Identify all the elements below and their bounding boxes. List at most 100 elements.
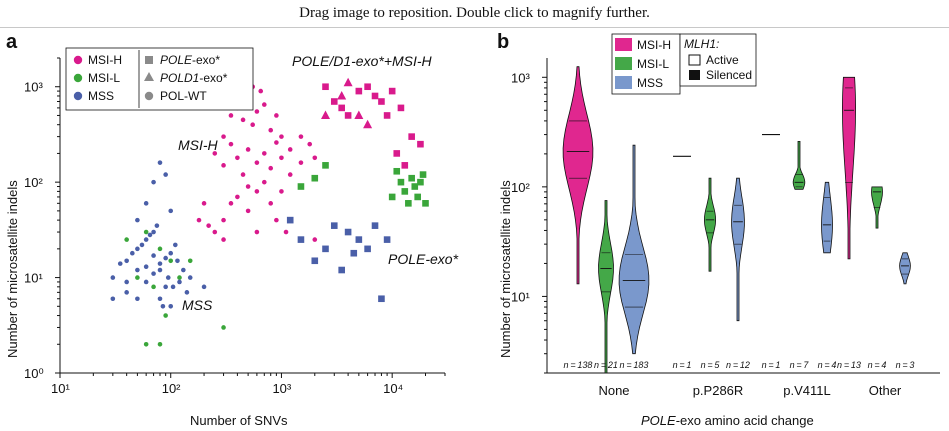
data-point: [160, 304, 166, 309]
data-point: [354, 110, 364, 119]
data-point: [344, 112, 352, 119]
data-point: [322, 83, 329, 91]
data-point: [287, 147, 293, 152]
y-tick-label-a: 10³: [24, 80, 43, 95]
annotation-poled1-msih: POLE/D1-exo*+MSI-H: [292, 53, 433, 69]
annotation-pole-exo: POLE-exo*: [388, 251, 459, 267]
violin-shape: [841, 76, 857, 260]
panel-a-y-label: Number of microsatellite indels: [5, 180, 20, 358]
n-count-label: n = 13: [837, 360, 861, 370]
data-point: [388, 87, 396, 95]
data-point: [279, 134, 284, 139]
legend-msil-dot: [73, 73, 83, 83]
data-point: [130, 250, 135, 256]
legend-a-mss: MSS: [88, 89, 114, 103]
data-point: [143, 237, 149, 242]
reposition-hint-banner: Drag image to reposition. Double click t…: [0, 0, 949, 28]
category-label: Other: [869, 383, 902, 398]
data-point: [408, 133, 415, 140]
data-point: [321, 110, 331, 119]
data-point: [397, 178, 405, 186]
annotation-msih: MSI-H: [178, 137, 219, 153]
violin-shape: [731, 177, 745, 322]
data-point: [135, 267, 140, 273]
y-tick-label-a: 10¹: [24, 271, 43, 286]
y-tick-label-b: 10³: [511, 70, 530, 85]
data-point: [110, 275, 116, 280]
data-point: [383, 236, 391, 243]
data-point: [206, 223, 211, 228]
data-point: [228, 141, 234, 147]
data-point: [170, 284, 176, 290]
data-point: [297, 183, 305, 190]
data-point: [124, 258, 129, 264]
data-point: [221, 325, 226, 330]
category-label: p.P286R: [693, 383, 744, 398]
data-point: [286, 216, 294, 224]
data-point: [124, 290, 129, 295]
data-point: [254, 160, 260, 165]
panel-b: b Number of microsatellite indels POLE-e…: [497, 31, 940, 428]
data-point: [350, 249, 358, 257]
panel-b-x-label: POLE-exo amino acid change: [641, 413, 814, 428]
data-point: [337, 90, 347, 100]
data-point: [235, 155, 240, 161]
legend-a-polwt: POL-WT: [160, 89, 207, 103]
data-point: [274, 217, 279, 223]
data-point: [168, 250, 174, 256]
category-label: p.V411L: [783, 383, 830, 398]
data-point: [147, 232, 153, 238]
data-point: [422, 200, 429, 207]
data-point: [338, 266, 345, 274]
legend-b-mlh1-title: MLH1:: [684, 37, 719, 51]
legend-b-msih: MSI-H: [637, 38, 671, 52]
data-point: [157, 296, 163, 302]
data-point: [177, 275, 182, 280]
data-point: [240, 117, 246, 123]
legend-a-msih: MSI-H: [88, 53, 122, 67]
n-count-label: n = 5: [701, 360, 721, 370]
data-point: [154, 223, 160, 228]
data-point: [414, 193, 421, 201]
n-count-label: n = 4: [818, 360, 837, 370]
legend-b-msil-swatch: [615, 57, 632, 70]
violin-shape: [899, 252, 911, 285]
n-count-label: n = 3: [896, 360, 915, 370]
data-point: [338, 104, 345, 112]
panel-a-label: a: [6, 31, 18, 53]
data-point: [405, 200, 412, 207]
legend-b-msil: MSI-L: [637, 57, 669, 71]
data-point: [221, 163, 226, 168]
data-point: [168, 258, 174, 264]
x-tick-label-a: 10²: [162, 381, 181, 396]
data-point: [393, 167, 401, 175]
data-point: [151, 284, 156, 290]
n-count-label: n = 183: [620, 360, 649, 370]
data-point: [283, 229, 289, 235]
data-point: [245, 147, 251, 152]
n-count-label: n = 1: [762, 360, 781, 370]
data-point: [378, 295, 385, 303]
legend-b-active: Active: [706, 53, 739, 67]
data-point: [388, 193, 396, 201]
data-point: [279, 189, 284, 194]
data-point: [261, 151, 267, 156]
figure-canvas[interactable]: a Number of SNVs Number of microsatellit…: [0, 28, 949, 431]
data-point: [322, 245, 329, 253]
data-point: [417, 178, 424, 186]
data-point: [143, 229, 149, 235]
panel-a-legend: MSI-H MSI-L MSS POLE-exo* POLD1-exo* POL…: [65, 47, 254, 111]
data-point: [344, 228, 352, 236]
data-point: [330, 98, 338, 105]
data-point: [151, 179, 156, 185]
data-point: [221, 217, 226, 223]
data-point: [307, 141, 313, 147]
data-point: [157, 261, 163, 266]
data-point: [268, 165, 274, 171]
legend-a-msil: MSI-L: [88, 71, 120, 85]
data-point: [298, 160, 304, 165]
data-point: [143, 264, 149, 270]
data-point: [408, 174, 415, 182]
data-point: [201, 201, 207, 206]
panel-a: a Number of SNVs Number of microsatellit…: [5, 31, 459, 428]
